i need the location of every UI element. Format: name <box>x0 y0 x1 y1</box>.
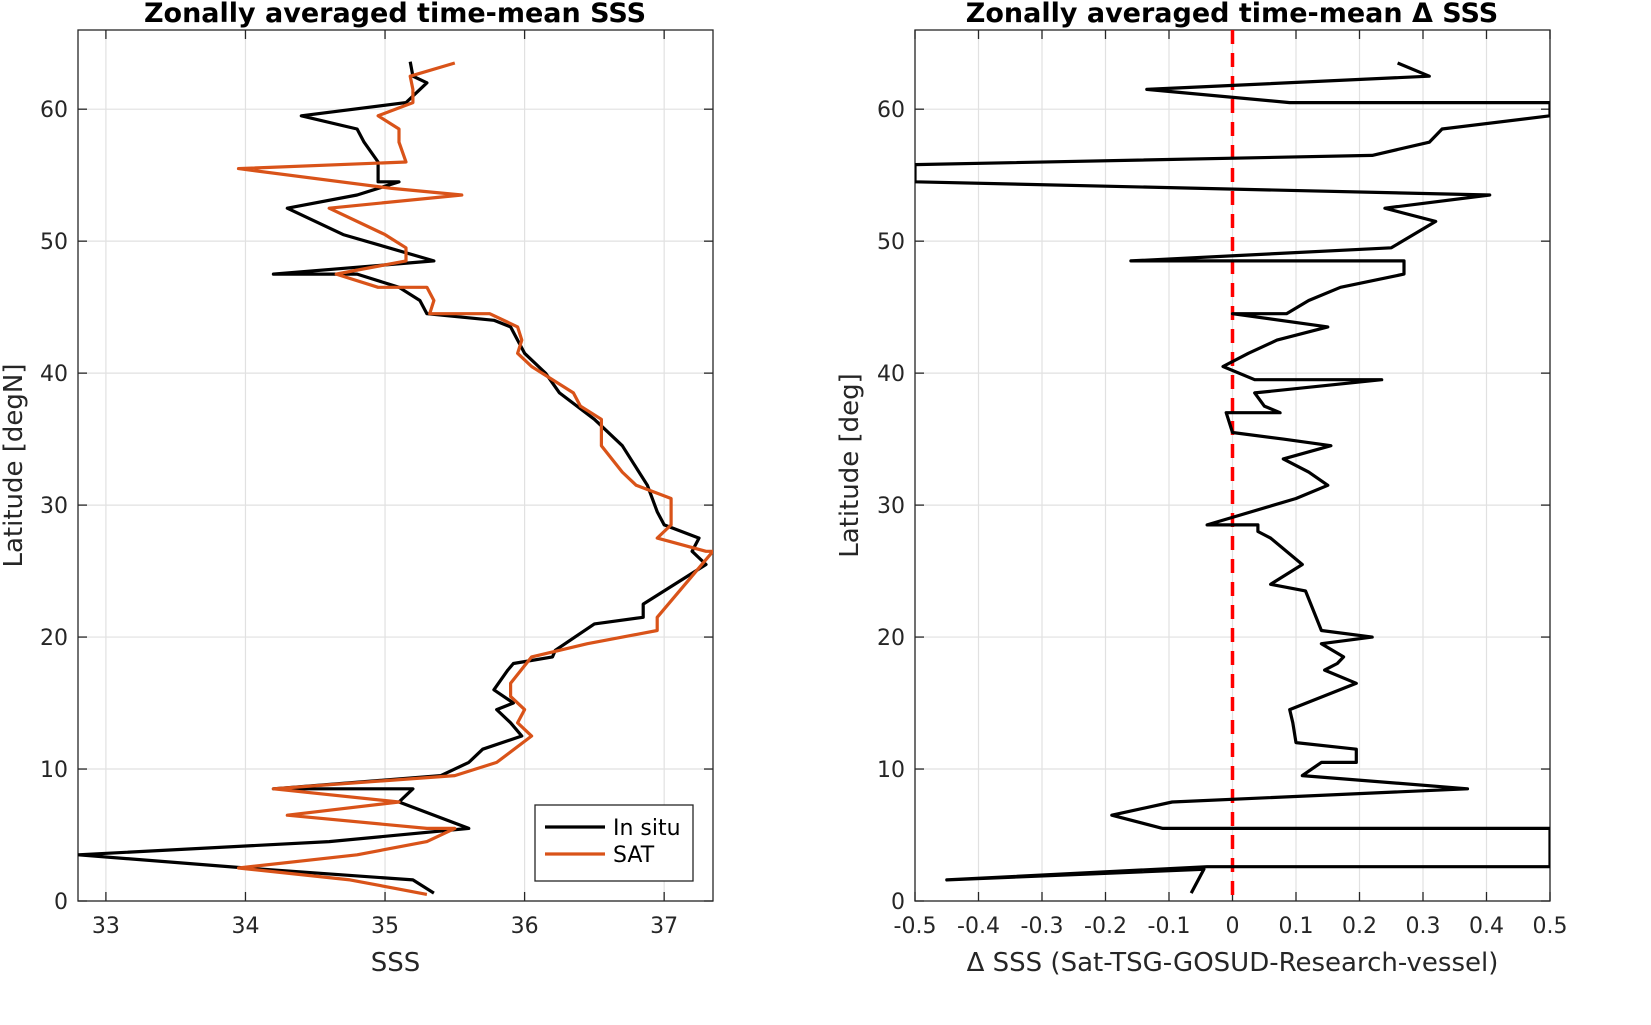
y-tick-label: 20 <box>877 626 905 651</box>
y-tick-label: 60 <box>877 98 905 123</box>
x-tick-label: 0.5 <box>1533 914 1568 939</box>
x-tick-label: 37 <box>650 914 678 939</box>
x-tick-label: 33 <box>92 914 120 939</box>
chart-title: Zonally averaged time-mean SSS <box>144 0 646 29</box>
legend-label: SAT <box>613 843 655 868</box>
y-tick-label: 30 <box>877 494 905 519</box>
y-tick-label: 20 <box>40 626 68 651</box>
y-tick-label: 50 <box>877 230 905 255</box>
y-tick-label: 30 <box>40 494 68 519</box>
x-tick-label: -0.2 <box>1084 914 1127 939</box>
legend-label: In situ <box>613 816 681 841</box>
y-tick-label: 10 <box>40 758 68 783</box>
x-axis-label: Δ SSS (Sat-TSG-GOSUD-Research-vessel) <box>967 948 1499 978</box>
x-tick-label: 36 <box>511 914 539 939</box>
left-panel-sss: 33 34 35 36 37 0 10 20 30 40 50 60 Zonally averaged … <box>0 0 714 978</box>
y-axis-label: Latitude [deg] <box>835 373 865 558</box>
x-tick-label: 35 <box>371 914 399 939</box>
axes-box <box>77 29 714 902</box>
x-tick-label: -0.1 <box>1148 914 1191 939</box>
x-tick-label: 0.3 <box>1406 914 1441 939</box>
x-tick-label: 34 <box>231 914 259 939</box>
x-axis-label: SSS <box>371 948 421 978</box>
x-tick-label: 0.1 <box>1279 914 1314 939</box>
y-tick-label: 50 <box>40 230 68 255</box>
x-tick-label: -0.4 <box>957 914 1000 939</box>
series-line-sat <box>236 61 713 896</box>
right-panel-delta-sss: -0.5 -0.4 -0.3 -0.2 -0.1 0 0.1 0.2 0.3 0.4 0.5 0 10 2… <box>835 0 1568 978</box>
series-line <box>915 61 1550 894</box>
series-line-in-situ <box>78 61 708 895</box>
y-tick-label: 60 <box>40 98 68 123</box>
x-tick-label: 0.2 <box>1342 914 1377 939</box>
y-tick-label: 10 <box>877 758 905 783</box>
x-tick-label: -0.3 <box>1021 914 1064 939</box>
y-tick-label: 40 <box>40 362 68 387</box>
x-tick-label: 0 <box>1226 914 1240 939</box>
y-tick-label: 40 <box>877 362 905 387</box>
x-tick-label: 0.4 <box>1469 914 1504 939</box>
y-tick-label: 0 <box>891 890 905 915</box>
x-tick-label: -0.5 <box>894 914 937 939</box>
legend-box <box>534 804 694 882</box>
y-tick-label: 0 <box>54 890 68 915</box>
y-axis-label: Latitude [degN] <box>0 363 29 567</box>
chart-title: Zonally averaged time-mean Δ SSS <box>966 0 1498 29</box>
